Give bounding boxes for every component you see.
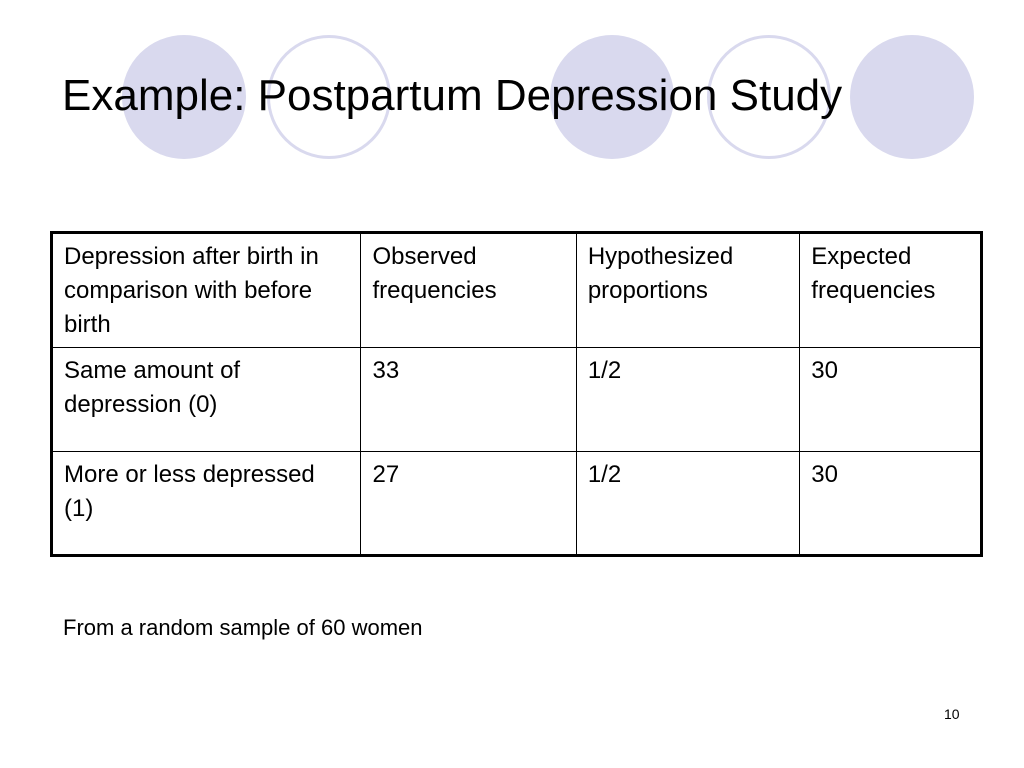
decorative-circle-2 <box>267 35 391 159</box>
slide-title: Example: Postpartum Depression Study <box>62 71 843 120</box>
table-cell: Same amount of depression (0) <box>50 347 362 452</box>
decorative-circle-1 <box>122 35 246 159</box>
table-cell: More or less depressed (1) <box>50 451 362 556</box>
table-header-cell: Depression after birth in comparison wit… <box>50 232 362 348</box>
table-cell: 33 <box>360 347 577 452</box>
decorative-circle-4 <box>707 35 831 159</box>
decorative-circle-5 <box>850 35 974 159</box>
sample-note: From a random sample of 60 women <box>63 615 423 640</box>
table-cell: 27 <box>360 451 577 556</box>
table-header-row: Depression after birth in comparison wit… <box>50 232 982 348</box>
table-row: Same amount of depression (0) 33 1/2 30 <box>50 347 982 452</box>
table-header-cell: Observed frequencies <box>360 232 577 348</box>
table-cell: 1/2 <box>575 347 801 452</box>
table-cell: 30 <box>799 451 982 556</box>
table-cell: 30 <box>799 347 982 452</box>
table-cell: 1/2 <box>575 451 801 556</box>
page-number: 10 <box>944 706 960 722</box>
table-row: More or less depressed (1) 27 1/2 30 <box>50 451 982 556</box>
frequency-table: Depression after birth in comparison wit… <box>50 231 983 557</box>
table-header-cell: Hypothesized proportions <box>575 232 801 348</box>
decorative-circle-3 <box>550 35 674 159</box>
table-header-cell: Expected frequencies <box>799 232 982 348</box>
